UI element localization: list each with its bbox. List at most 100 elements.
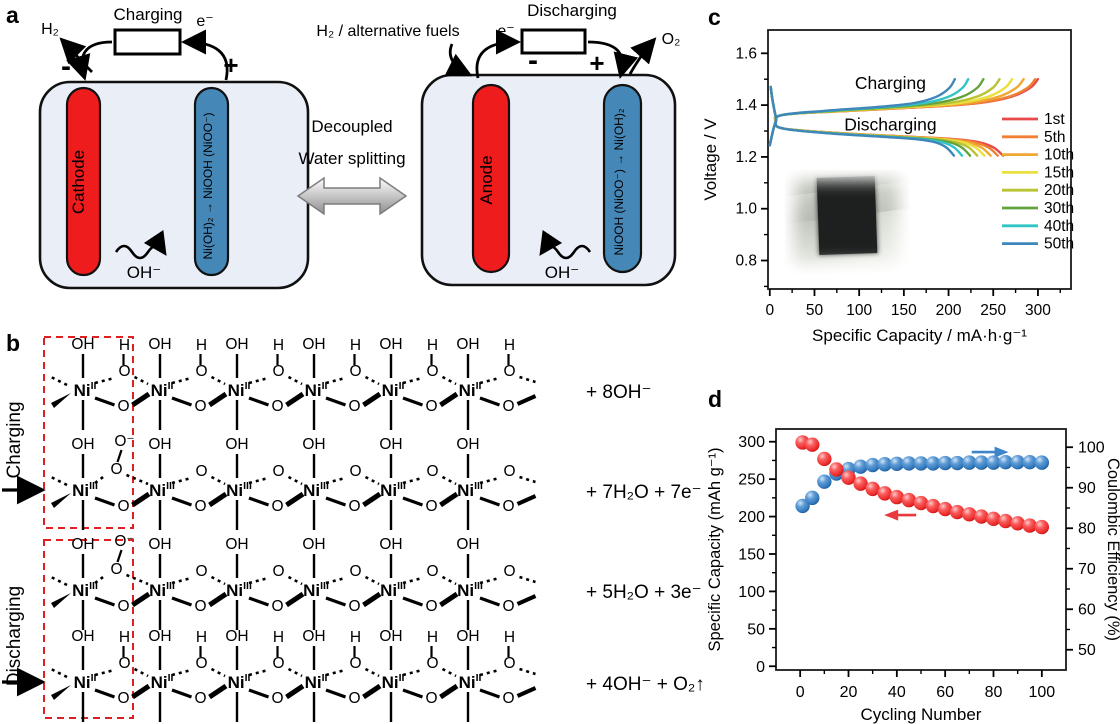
peroxo-oxygen-minus: O⁻ <box>114 533 134 550</box>
ni-center: NiIII <box>149 480 175 500</box>
svg-text:250: 250 <box>980 302 1006 319</box>
bridge-oxygen: O <box>194 598 206 615</box>
ni-center: NiII <box>459 380 482 400</box>
bridge-oxygen: O <box>425 690 437 707</box>
peroxo-oxygen: O <box>110 561 122 578</box>
svg-text:100: 100 <box>1028 684 1055 701</box>
peroxo-oxygen: O <box>110 461 122 478</box>
bridge-hydrogen: H <box>350 337 361 354</box>
efficiency-point <box>937 455 953 471</box>
b-highlight-box-1 <box>43 336 134 529</box>
svg-text:50: 50 <box>1078 642 1096 659</box>
efficiency-point <box>865 457 880 473</box>
bridge-hydrogen: H <box>273 337 284 354</box>
bridge-oxygen: O <box>117 598 129 615</box>
bridge-hydrogen: H <box>196 337 207 354</box>
cathode-electrode <box>65 86 102 277</box>
bridge-hydrogen: H <box>427 337 438 354</box>
bridge-oxygen-top: O <box>118 655 130 672</box>
c-legend-label-1st: 1st <box>1044 111 1065 128</box>
capacity-point <box>901 492 917 508</box>
bridge-oxygen: O <box>117 398 129 415</box>
capacity-point <box>829 462 844 477</box>
b-section-label-charging: Charging <box>4 401 25 478</box>
svg-text:1.6: 1.6 <box>735 45 757 62</box>
photo-fade-edge <box>783 168 911 276</box>
hydroxyl-label: OH <box>302 628 325 645</box>
bridge-hydrogen: H <box>350 629 361 646</box>
hydroxide-flow-arrow <box>539 229 592 260</box>
hydrogen-out-arrow <box>59 37 93 73</box>
bridge-oxygen-top: O <box>503 563 515 580</box>
bridge-hydrogen: H <box>273 629 284 646</box>
minus-sign: - <box>61 50 71 83</box>
panel-a-schematic: Cathode Ni(OH)₂ → NiOOH (NiOO⁻) Charging… <box>38 1 681 290</box>
c-axes: 0 50 100 150 200 250 300 0.8 1.0 1.2 1.4 1.6 Voltage… <box>701 29 1072 345</box>
svg-text:80: 80 <box>985 684 1003 701</box>
efficiency-point <box>974 455 989 470</box>
svg-text:100: 100 <box>846 302 872 319</box>
hydroxyl-label: OH <box>302 336 325 353</box>
svg-text:100: 100 <box>738 584 765 601</box>
charging-title: Charging <box>114 5 183 24</box>
hydrogen-label: H₂ <box>41 21 59 38</box>
capacity-point <box>1010 516 1025 531</box>
hydroxide-flow-arrow <box>114 229 167 260</box>
panel-label-b: b <box>6 330 21 356</box>
svg-text:300: 300 <box>1025 302 1051 319</box>
load-resistor <box>113 28 182 56</box>
capacity-point <box>877 486 892 501</box>
c-annotation-2: Discharging <box>844 114 936 134</box>
bridge-oxygen-top: O <box>503 463 515 480</box>
hydroxyl-label: OH <box>71 436 94 453</box>
oxygen-label: O₂ <box>662 31 681 48</box>
capacity-point <box>998 513 1013 529</box>
svg-text:80: 80 <box>1078 521 1096 538</box>
efficiency-point <box>1022 455 1037 470</box>
svg-text:50: 50 <box>747 621 765 638</box>
bridge-oxygen-top: O <box>272 655 284 672</box>
capacity-point <box>913 495 929 511</box>
efficiency-point <box>901 456 917 471</box>
svg-text:100: 100 <box>1078 440 1105 457</box>
efficiency-point <box>877 457 892 472</box>
b-equation-1: + 8OH⁻ <box>586 382 651 403</box>
bridge-oxygen: O <box>117 690 129 707</box>
d-capacity-points <box>795 435 1050 535</box>
nickel-electrode-label: Ni(OH)₂ → NiOOH (NiOO⁻) <box>201 113 215 260</box>
bridge-hydrogen: H <box>504 629 515 646</box>
cathode-label: Cathode <box>69 150 88 214</box>
ni-center: NiII <box>228 380 251 400</box>
svg-text:1.0: 1.0 <box>735 201 757 218</box>
d-x-axis-label: Cycling Number <box>861 705 982 724</box>
hydroxyl-label: OH <box>302 436 325 453</box>
anode-label: Anode <box>477 155 496 204</box>
bridge-oxygen-top: O <box>426 363 438 380</box>
hydroxyl-label: OH <box>302 536 325 553</box>
bridge-oxygen-top: O <box>503 363 515 380</box>
bridge-oxygen: O <box>194 398 206 415</box>
bridge-oxygen: O <box>425 398 437 415</box>
bridge-oxygen-top: O <box>426 563 438 580</box>
b-section-label-discharging: Discharging <box>4 586 25 686</box>
ni-center: NiII <box>459 672 482 692</box>
hydroxyl-label: OH <box>71 628 94 645</box>
efficiency-point <box>1034 455 1050 470</box>
capacity-point <box>962 507 977 522</box>
bridge-oxygen: O <box>348 690 360 707</box>
decoupled-water-splitting: Decoupled Water splitting <box>296 117 408 216</box>
hydroxyl-label: OH <box>71 336 94 353</box>
decoupled-text: Decoupled <box>311 117 392 136</box>
water-splitting-text: Water splitting <box>298 149 405 168</box>
svg-text:200: 200 <box>936 302 962 319</box>
hydroxyl-label: OH <box>379 336 402 353</box>
bridge-oxygen: O <box>502 598 514 615</box>
svg-text:0: 0 <box>765 302 774 319</box>
hydroxyl-label: OH <box>456 536 479 553</box>
capacity-point <box>817 451 832 467</box>
c-x-axis-label: Specific Capacity / mA·h·g⁻¹ <box>812 326 1027 345</box>
ni-center: NiII <box>382 380 405 400</box>
svg-text:0: 0 <box>796 684 805 701</box>
b-equation-3: + 5H₂O + 3e⁻ <box>586 582 702 603</box>
